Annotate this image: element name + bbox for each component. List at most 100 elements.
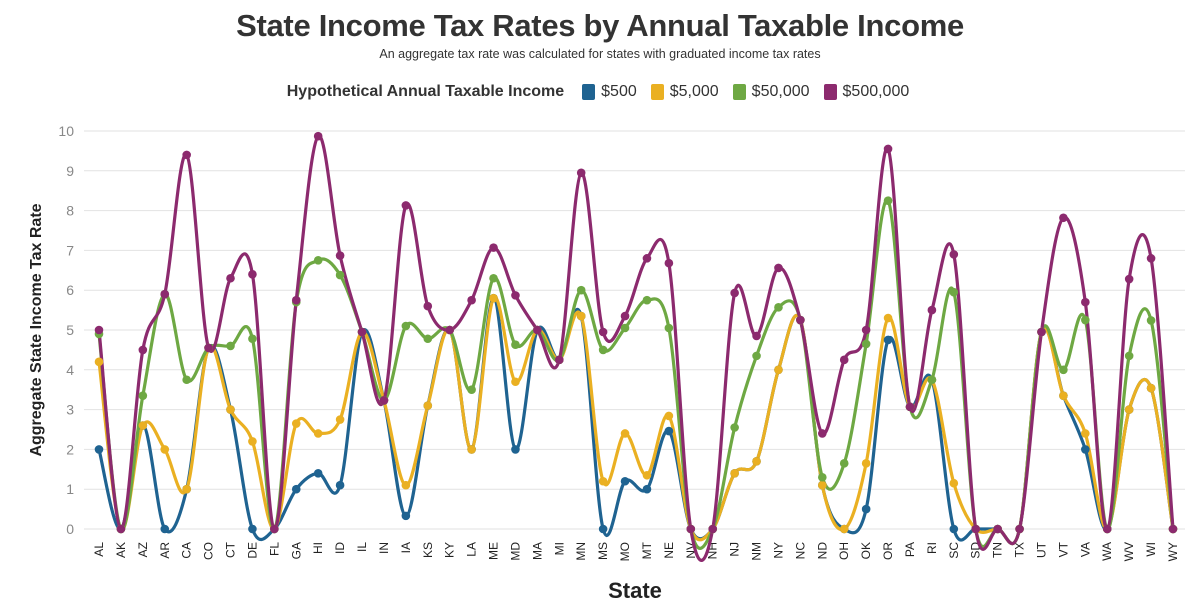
data-point[interactable] [94, 357, 104, 367]
data-point[interactable] [796, 315, 805, 325]
data-point[interactable] [861, 325, 871, 335]
data-point[interactable] [533, 325, 542, 335]
data-point[interactable] [883, 313, 893, 323]
data-point[interactable] [138, 421, 148, 430]
data-point[interactable] [730, 423, 739, 432]
data-point[interactable] [357, 327, 367, 337]
data-point[interactable] [401, 321, 411, 331]
data-point[interactable] [1037, 327, 1046, 337]
data-point[interactable] [445, 325, 454, 335]
data-point[interactable] [949, 478, 959, 488]
data-point[interactable] [335, 415, 345, 424]
data-point[interactable] [291, 295, 301, 305]
data-point[interactable] [226, 405, 235, 414]
data-point[interactable] [116, 524, 126, 534]
data-point[interactable] [182, 375, 191, 385]
data-point[interactable] [598, 524, 608, 534]
data-point[interactable] [620, 476, 630, 486]
data-point[interactable] [949, 250, 959, 259]
data-point[interactable] [511, 340, 520, 350]
data-point[interactable] [226, 341, 235, 351]
data-point[interactable] [1146, 254, 1156, 263]
data-point[interactable] [730, 468, 739, 478]
data-point[interactable] [467, 445, 476, 454]
data-point[interactable] [949, 287, 959, 297]
data-point[interactable] [576, 311, 586, 321]
data-point[interactable] [752, 331, 761, 341]
data-point[interactable] [1081, 429, 1090, 438]
data-point[interactable] [1168, 524, 1178, 534]
data-point[interactable] [774, 365, 783, 375]
data-point[interactable] [401, 511, 411, 521]
data-point[interactable] [270, 524, 279, 534]
data-point[interactable] [752, 457, 761, 466]
data-point[interactable] [664, 411, 674, 421]
data-point[interactable] [423, 301, 433, 311]
data-point[interactable] [664, 426, 674, 436]
data-point[interactable] [818, 472, 827, 482]
data-point[interactable] [291, 419, 301, 428]
data-point[interactable] [313, 468, 323, 478]
data-point[interactable] [489, 243, 498, 252]
data-point[interactable] [905, 402, 915, 412]
data-point[interactable] [598, 476, 608, 486]
data-point[interactable] [379, 396, 389, 405]
legend-item-500000[interactable]: $500,000 [823, 83, 909, 101]
data-point[interactable] [818, 429, 827, 438]
data-point[interactable] [313, 256, 323, 265]
data-point[interactable] [1081, 297, 1090, 307]
data-point[interactable] [511, 291, 520, 300]
data-point[interactable] [489, 273, 498, 283]
data-point[interactable] [949, 524, 959, 534]
data-point[interactable] [248, 269, 257, 279]
data-point[interactable] [927, 375, 937, 385]
data-point[interactable] [313, 131, 323, 141]
data-point[interactable] [839, 459, 849, 468]
data-point[interactable] [160, 445, 170, 454]
legend-item-50000[interactable]: $50,000 [732, 83, 810, 101]
data-point[interactable] [839, 524, 849, 534]
data-point[interactable] [467, 295, 476, 305]
data-point[interactable] [1059, 391, 1068, 400]
data-point[interactable] [576, 168, 586, 178]
data-point[interactable] [1146, 316, 1156, 325]
data-point[interactable] [1124, 405, 1134, 414]
data-point[interactable] [883, 196, 893, 205]
data-point[interactable] [313, 429, 323, 438]
data-point[interactable] [467, 385, 476, 395]
data-point[interactable] [861, 504, 871, 514]
data-point[interactable] [774, 263, 783, 273]
data-point[interactable] [927, 305, 937, 315]
data-point[interactable] [160, 289, 170, 299]
data-point[interactable] [620, 311, 630, 321]
data-point[interactable] [423, 401, 433, 410]
data-point[interactable] [1081, 445, 1090, 454]
data-point[interactable] [642, 295, 652, 305]
data-point[interactable] [818, 480, 827, 490]
data-point[interactable] [664, 258, 674, 268]
data-point[interactable] [489, 293, 498, 303]
data-point[interactable] [401, 201, 411, 210]
data-point[interactable] [182, 150, 191, 160]
data-point[interactable] [642, 470, 652, 480]
data-point[interactable] [1102, 524, 1112, 534]
data-point[interactable] [94, 445, 104, 454]
data-point[interactable] [752, 351, 761, 361]
data-point[interactable] [598, 345, 608, 355]
data-point[interactable] [138, 345, 148, 355]
data-point[interactable] [576, 285, 586, 295]
data-point[interactable] [423, 334, 433, 344]
data-point[interactable] [204, 343, 213, 353]
data-point[interactable] [1124, 274, 1134, 284]
data-point[interactable] [971, 524, 981, 534]
data-point[interactable] [1081, 315, 1090, 325]
data-point[interactable] [401, 480, 411, 490]
data-point[interactable] [993, 524, 1002, 534]
data-point[interactable] [883, 335, 893, 345]
data-point[interactable] [620, 323, 630, 333]
data-point[interactable] [335, 270, 345, 280]
data-point[interactable] [1059, 365, 1068, 375]
data-point[interactable] [620, 429, 630, 438]
data-point[interactable] [335, 251, 345, 260]
data-point[interactable] [598, 327, 608, 337]
